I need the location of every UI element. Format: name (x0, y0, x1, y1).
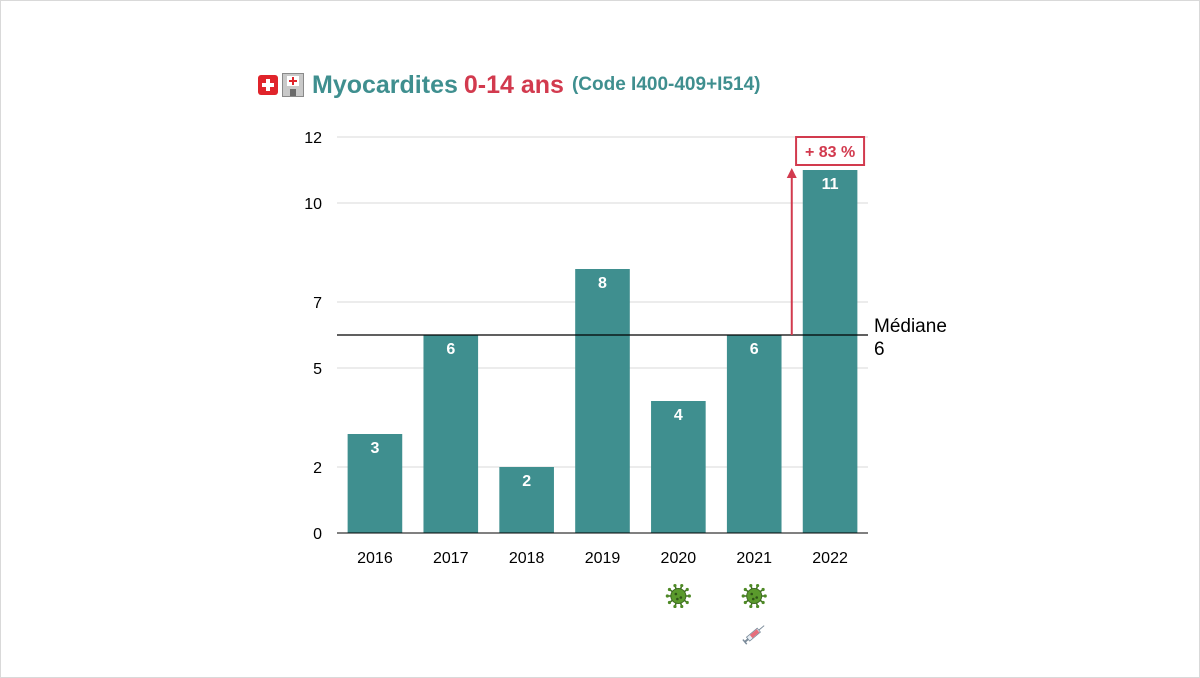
y-tick-label: 12 (304, 130, 322, 147)
median-value: 6 (874, 339, 885, 360)
y-tick-label: 2 (313, 460, 322, 477)
bar-2016 (347, 434, 403, 533)
increase-annotation: + 83 % (786, 136, 866, 335)
bar-value-label: 3 (370, 440, 379, 457)
virus-icon (741, 583, 767, 609)
y-tick-label: 7 (313, 295, 322, 312)
x-tick-label: 2016 (357, 550, 393, 567)
category-icons (665, 583, 767, 645)
hospital-icon (282, 73, 304, 97)
bar-2018 (499, 467, 554, 533)
y-tick-label: 5 (313, 361, 322, 378)
y-tick-label: 10 (304, 196, 322, 213)
x-tick-label: 2020 (661, 550, 697, 567)
increase-badge-label: + 83 % (805, 144, 855, 161)
y-tick-label: 0 (313, 526, 322, 543)
bar-2017 (423, 335, 479, 533)
bar-value-label: 2 (522, 473, 531, 490)
bar-value-label: 11 (822, 176, 839, 193)
bar-value-label: 4 (674, 407, 683, 424)
bar-value-label: 8 (598, 275, 607, 292)
x-tick-label: 2019 (585, 550, 621, 567)
virus-icon (665, 583, 691, 609)
increase-arrow-head (786, 168, 797, 178)
median-label: Médiane (874, 316, 947, 337)
increase-badge (795, 136, 866, 166)
x-tick-label: 2022 (812, 550, 848, 567)
bars: 3 6 2 8 4 6 11 (347, 170, 858, 533)
bar-value-label: 6 (446, 341, 455, 358)
syringe-icon (742, 625, 765, 645)
bar-2020 (651, 401, 706, 533)
x-tick-label: 2018 (509, 550, 545, 567)
bar-2021 (726, 335, 782, 533)
x-tick-label: 2021 (736, 550, 772, 567)
bar-2022 (802, 170, 858, 533)
bar-2019 (575, 269, 630, 533)
title-code: (Code I400-409+I514) (571, 74, 761, 95)
swiss-flag-icon (258, 75, 278, 95)
title-age: 0-14 ans (463, 70, 564, 99)
x-tick-label: 2017 (433, 550, 469, 567)
bar-value-label: 6 (750, 341, 759, 358)
chart-title: Myocardites 0-14 ans (Code I400-409+I514… (258, 68, 760, 102)
axes: 0 2 5 7 10 12 2016 2017 2018 2019 2020 2021 2022 (304, 130, 868, 567)
title-main: Myocardites (312, 70, 458, 99)
